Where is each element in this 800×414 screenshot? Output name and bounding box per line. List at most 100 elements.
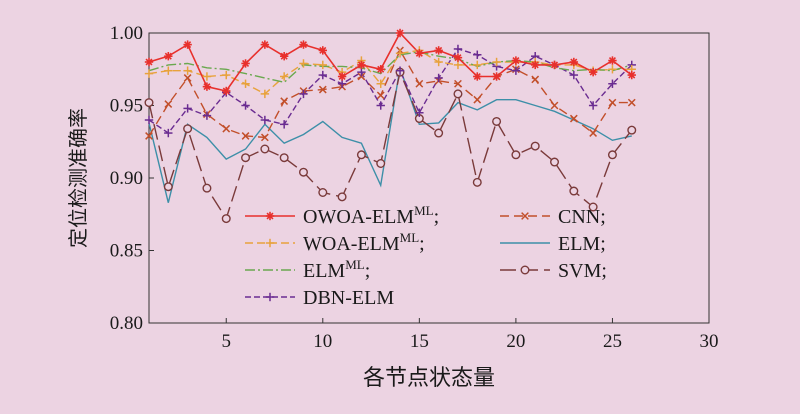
- data-point-6: [434, 128, 444, 138]
- data-point-3: [511, 66, 521, 75]
- legend-label-suffix: ;: [419, 233, 425, 255]
- data-point-1: [434, 57, 443, 67]
- data-point-3: [569, 70, 579, 80]
- data-point-0: [395, 28, 405, 38]
- data-point-3: [376, 101, 385, 110]
- data-point-0: [492, 72, 501, 81]
- legend-item: DBN-ELM: [245, 287, 394, 309]
- data-point-6: [607, 150, 617, 160]
- x-tick-label: 15: [410, 331, 429, 352]
- data-point-6: [202, 183, 212, 193]
- data-point-1: [608, 65, 617, 74]
- data-point-3: [453, 44, 463, 54]
- data-point-6: [550, 157, 560, 167]
- data-point-4: [569, 114, 578, 123]
- legend-label-base: DBN-ELM: [303, 287, 394, 309]
- series-line-5: [148, 67, 632, 203]
- data-point-3: [415, 108, 424, 117]
- data-point-3: [588, 101, 598, 110]
- data-point-6: [337, 192, 347, 202]
- data-point-0: [318, 46, 327, 55]
- data-point-3: [434, 73, 443, 83]
- y-axis: 0.80 0.85 0.90 0.95 1.00: [110, 23, 154, 334]
- legend-label-suffix: ;: [434, 206, 440, 228]
- data-point-4: [531, 75, 540, 84]
- data-point-4: [183, 74, 192, 82]
- legend-label-suffix: ;: [601, 260, 607, 282]
- legend-item: OWOA-ELMML;: [245, 203, 439, 228]
- legend-label-suffix: ;: [600, 233, 606, 255]
- legend-label-base: OWOA-ELM: [303, 206, 414, 228]
- data-point-3: [299, 89, 308, 99]
- x-tick-label: 30: [700, 331, 719, 352]
- legend-item: ELM;: [500, 233, 606, 255]
- legend-label-base: ELM: [558, 233, 600, 255]
- legend-marker: [265, 238, 275, 248]
- legend-marker: [521, 212, 529, 220]
- data-point-4: [454, 79, 462, 88]
- data-point-4: [415, 79, 424, 88]
- data-point-6: [453, 89, 463, 99]
- series-line-4: [148, 48, 632, 139]
- data-point-6: [260, 144, 270, 154]
- data-point-1: [473, 60, 482, 70]
- data-point-0: [569, 57, 579, 67]
- data-point-6: [472, 177, 482, 187]
- data-point-0: [279, 52, 289, 61]
- legend-label: CNN;: [558, 206, 606, 228]
- data-point-0: [627, 70, 636, 80]
- data-point-1: [260, 89, 270, 99]
- y-tick-label: 0.80: [110, 313, 143, 334]
- y-tick-label: 0.90: [110, 168, 143, 189]
- legend-item: WOA-ELMML;: [245, 230, 425, 255]
- data-point-0: [164, 52, 173, 61]
- x-axis: 5 10 15 20 25 30: [221, 318, 719, 352]
- legend-marker: [265, 211, 275, 221]
- data-point-0: [608, 56, 617, 65]
- data-point-0: [531, 60, 540, 70]
- data-point-1: [318, 60, 327, 70]
- data-point-4: [473, 95, 482, 104]
- legend: OWOA-ELMML;WOA-ELMML;ELMML;DBN-ELMCNN;EL…: [245, 203, 607, 309]
- x-tick-label: 10: [313, 331, 332, 352]
- data-point-6: [511, 150, 521, 160]
- data-point-3: [241, 101, 250, 110]
- data-point-0: [588, 67, 598, 77]
- data-point-1: [395, 49, 405, 58]
- data-point-4: [164, 100, 173, 108]
- data-point-6: [279, 153, 289, 163]
- legend-label: OWOA-ELMML;: [303, 203, 439, 228]
- data-point-6: [627, 125, 637, 135]
- data-point-6: [163, 182, 173, 192]
- legend-label-sup: ML: [345, 257, 365, 272]
- data-point-1: [164, 66, 173, 75]
- legend-marker: [265, 292, 275, 302]
- data-point-0: [260, 40, 270, 49]
- data-point-0: [241, 59, 250, 68]
- data-point-0: [144, 57, 154, 67]
- data-point-6: [144, 98, 154, 108]
- data-point-0: [550, 60, 559, 70]
- data-point-6: [569, 186, 579, 196]
- series-line-2: [148, 51, 633, 84]
- legend-label: SVM;: [558, 260, 607, 282]
- legend-marker: [520, 265, 530, 275]
- x-tick-label: 20: [506, 331, 525, 352]
- data-point-6: [298, 167, 308, 177]
- legend-label-base: CNN: [558, 206, 600, 228]
- series-group: [148, 31, 633, 221]
- data-point-6: [376, 158, 386, 168]
- data-point-6: [530, 141, 540, 151]
- x-tick-label: 25: [603, 331, 622, 352]
- legend-label: ELM;: [558, 233, 606, 255]
- legend-label: DBN-ELM: [303, 287, 394, 309]
- legend-label: WOA-ELMML;: [303, 230, 425, 255]
- data-point-6: [241, 153, 251, 163]
- data-point-0: [183, 40, 192, 49]
- legend-label-suffix: ;: [365, 260, 371, 282]
- data-point-6: [318, 187, 328, 197]
- data-point-1: [222, 70, 231, 80]
- legend-label-base: ELM: [303, 260, 345, 282]
- data-point-4: [222, 124, 231, 133]
